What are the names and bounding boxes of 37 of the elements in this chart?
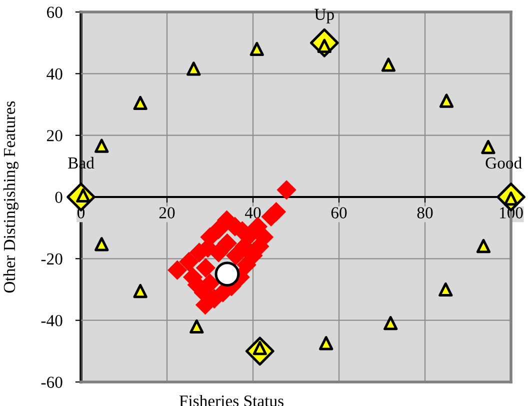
point xyxy=(94,138,109,153)
y-tick-label: 40 xyxy=(46,68,62,80)
point xyxy=(168,260,188,280)
point xyxy=(384,316,398,330)
x-tick-label: 80 xyxy=(417,207,433,218)
point xyxy=(208,242,228,262)
point xyxy=(276,180,296,200)
point xyxy=(476,238,491,254)
point xyxy=(186,62,201,76)
y-tick-label: -40 xyxy=(41,315,62,326)
point xyxy=(381,58,396,72)
point xyxy=(179,252,199,272)
point xyxy=(196,258,216,278)
x-tick-label: 60 xyxy=(331,207,347,218)
point xyxy=(226,246,246,266)
point xyxy=(94,237,109,252)
y-axis-title: Other Distingishing Features xyxy=(3,101,19,293)
point xyxy=(481,140,496,154)
point xyxy=(261,206,281,227)
point xyxy=(214,262,240,287)
point xyxy=(217,233,238,254)
point xyxy=(438,282,453,297)
point xyxy=(319,336,334,350)
point xyxy=(133,96,148,110)
y-tick-label: 0 xyxy=(55,192,62,203)
y-tick-label: -20 xyxy=(41,253,62,265)
annotation: Up xyxy=(314,8,334,24)
point xyxy=(439,94,454,108)
annotation: Good xyxy=(486,156,522,169)
x-tick-label: 20 xyxy=(159,207,175,218)
point xyxy=(133,284,148,298)
y-tick-label: 20 xyxy=(47,130,62,142)
y-tick-label: 60 xyxy=(46,6,62,18)
x-tick-label: 40 xyxy=(244,207,261,218)
y-tick-label: -60 xyxy=(41,376,62,388)
point xyxy=(190,319,204,334)
point xyxy=(250,42,264,56)
